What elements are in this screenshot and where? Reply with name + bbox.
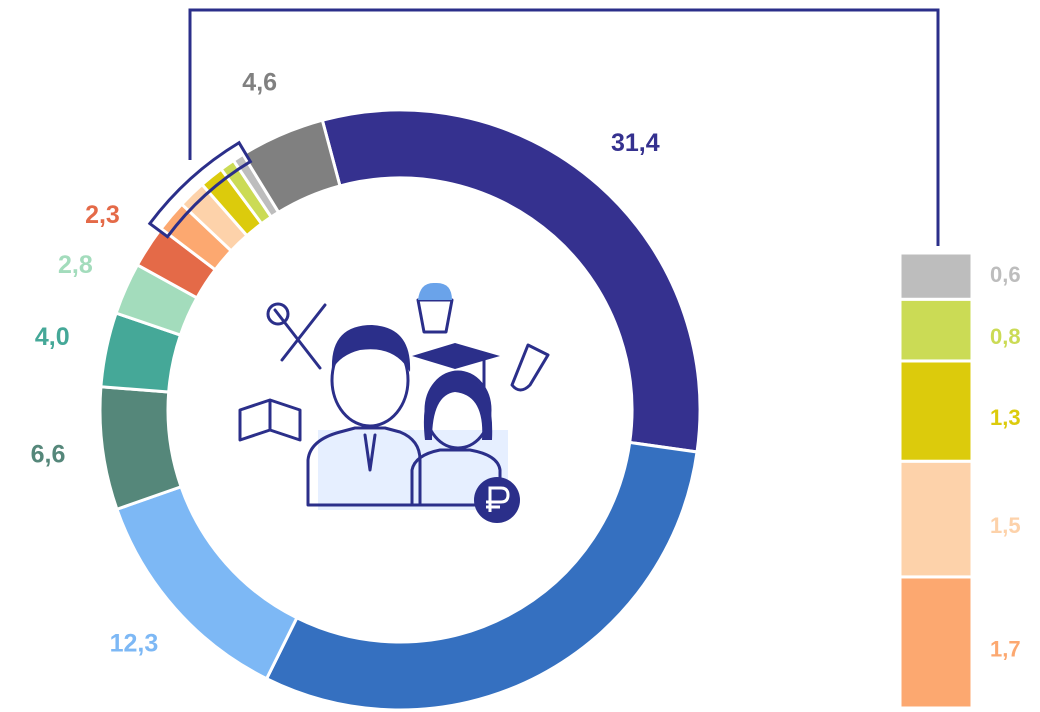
detail-bar-segment: [898, 575, 974, 710]
donut-segment: [98, 385, 183, 512]
detail-label: 1,3: [990, 405, 1021, 430]
data-label: 6,6: [31, 441, 66, 469]
detail-label: 0,6: [990, 262, 1021, 287]
data-label: 30,1: [541, 709, 590, 712]
icon-woman-hair: [423, 372, 493, 440]
data-label: 2,8: [58, 251, 93, 279]
icon-tie: [363, 433, 377, 472]
center-icon: [238, 282, 550, 523]
icon-cupcake: [416, 298, 454, 334]
icon-tools: [273, 303, 327, 370]
icon-tool-ring: [266, 302, 290, 326]
icon-woman-body: [410, 448, 502, 507]
donut-segment: [240, 118, 342, 215]
data-label: 4,0: [35, 323, 70, 351]
donut-segment: [320, 108, 702, 454]
data-label: 2,3: [85, 201, 120, 229]
detail-outline: [147, 140, 253, 239]
data-label: 4,6: [242, 69, 277, 97]
detail-label: 1,7: [990, 636, 1021, 661]
detail-label: 0,8: [990, 324, 1021, 349]
icon-cap: [412, 343, 500, 369]
detail-bar-segment: [898, 297, 974, 363]
icon-book: [238, 398, 302, 442]
detail-bar-segment: [898, 459, 974, 579]
detail-label: 1,5: [990, 513, 1021, 538]
detail-bar-segment: [898, 359, 974, 463]
icon-man-hair: [331, 325, 411, 372]
icon-man-body: [306, 426, 422, 507]
icon-frosting: [418, 282, 452, 300]
data-label: 31,4: [611, 129, 660, 157]
icon-coin: [474, 477, 520, 523]
donut-segment: [264, 440, 699, 712]
data-label: 12,3: [110, 630, 159, 658]
icon-ruble: [486, 486, 510, 512]
detail-bar-segment: [898, 251, 974, 301]
icon-tube: [510, 343, 550, 392]
connector: [188, 8, 940, 246]
